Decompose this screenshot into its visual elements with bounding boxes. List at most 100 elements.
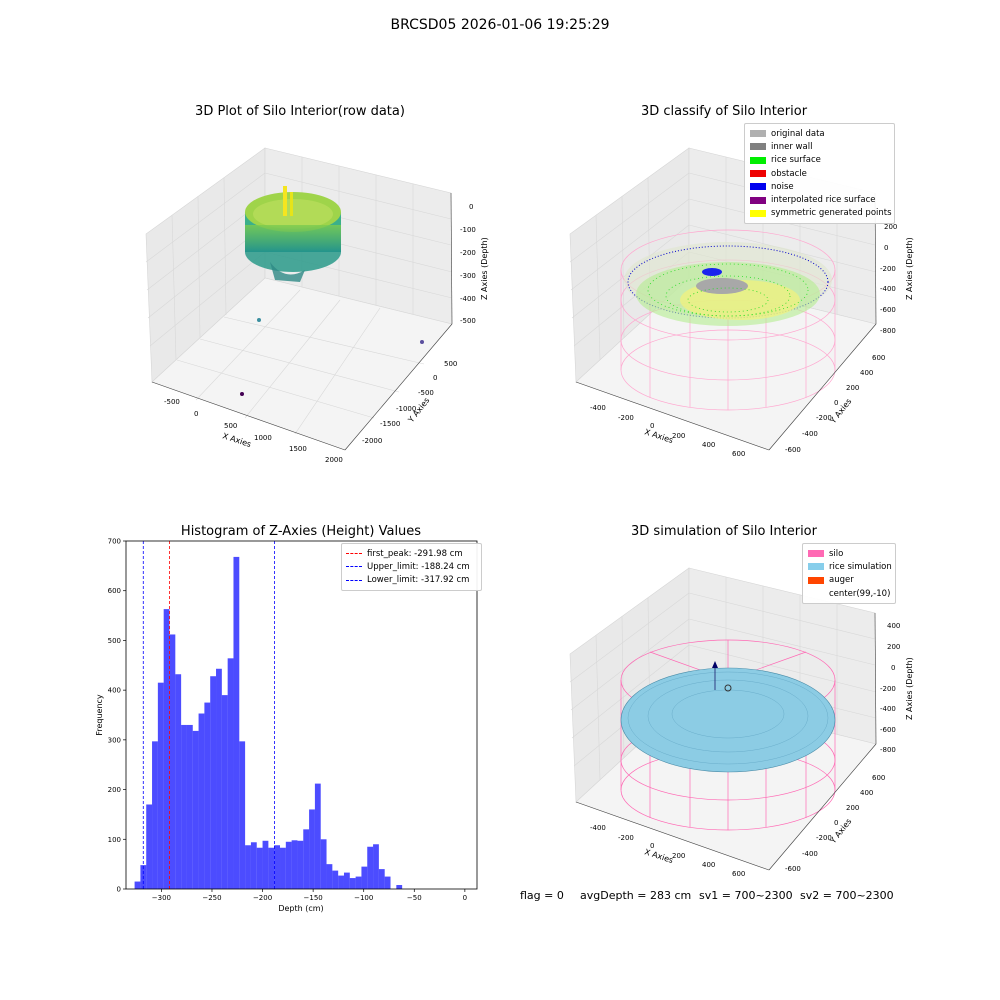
histogram-bar — [134, 881, 141, 889]
simulation-z-label: Z Axies (Depth) — [905, 657, 914, 720]
classify-ztick: 200 — [884, 223, 897, 231]
classify-z-label: Z Axies (Depth) — [905, 237, 914, 300]
raw-ytick: -1500 — [380, 420, 400, 428]
raw-xtick: -500 — [164, 398, 180, 406]
classify-ytick: 400 — [860, 369, 873, 377]
simulation-xtick: 200 — [672, 852, 685, 860]
histogram-bar — [146, 804, 153, 889]
histogram-x-label: Depth (cm) — [278, 904, 323, 913]
histogram-bar — [268, 847, 275, 889]
raw-xtick: 0 — [194, 410, 198, 418]
histogram-xtick-label: −200 — [253, 894, 272, 902]
simulation-xtick: -400 — [590, 824, 606, 832]
simulation-y-label: Y Axies — [828, 817, 854, 846]
histogram-bar — [250, 842, 257, 889]
classify-xtick: 200 — [672, 432, 685, 440]
histogram-bar — [349, 878, 356, 889]
simulation-ztick: -800 — [880, 746, 896, 754]
raw-ztick: 0 — [469, 203, 473, 211]
simulation-ytick: 0 — [834, 819, 838, 827]
classify-ytick: 200 — [846, 384, 859, 392]
raw-ztick: -200 — [460, 249, 476, 257]
legend-swatch — [808, 563, 824, 571]
legend-swatch — [750, 183, 766, 191]
legend-swatch — [750, 170, 766, 178]
histogram-bar — [210, 676, 217, 889]
classify-x-label: X Axies — [643, 427, 674, 445]
histogram-ytick-label: 700 — [108, 538, 121, 546]
histogram-bar — [297, 840, 304, 889]
histogram-bar — [186, 724, 193, 889]
raw-ztick: -500 — [460, 317, 476, 325]
histogram-bar — [326, 864, 333, 889]
histogram-bar — [163, 609, 170, 889]
simulation-ytick: 200 — [846, 804, 859, 812]
legend-label: symmetric generated points — [771, 208, 892, 219]
histogram-ytick-label: 600 — [108, 587, 121, 595]
legend-label: rice simulation — [829, 561, 892, 572]
raw-xtick: 1500 — [289, 445, 307, 453]
raw-ztick: -300 — [460, 272, 476, 280]
classify-ztick: -600 — [880, 306, 896, 314]
classify-xtick: 0 — [650, 422, 654, 430]
simulation-ztick: -400 — [880, 705, 896, 713]
legend-label: silo — [829, 548, 844, 559]
legend-label: inner wall — [771, 141, 813, 152]
raw-plot-title: 3D Plot of Silo Interior(row data) — [195, 104, 405, 119]
legend-swatch — [750, 156, 766, 164]
classify-ytick: 600 — [872, 354, 885, 362]
histogram-y-label: Frequency — [95, 694, 104, 736]
raw-xtick: 2000 — [325, 456, 343, 464]
raw-plot-3d[interactable]: -500 0 500 1000 1500 2000 500 0 -500 -10… — [130, 140, 490, 470]
legend-label: noise — [771, 181, 794, 192]
classify-ztick: -200 — [880, 265, 896, 273]
histogram-ytick-label: 200 — [108, 786, 121, 794]
classify-xtick: -400 — [590, 404, 606, 412]
histogram-bar — [384, 876, 391, 889]
status-sv2: sv2 = 700~2300 — [800, 889, 894, 902]
simulation-ytick: 600 — [872, 774, 885, 782]
simulation-ytick: -200 — [816, 834, 832, 842]
classify-y-label: Y Axies — [828, 397, 854, 426]
simulation-legend: silo rice simulation auger center(99,-10… — [802, 543, 896, 605]
simulation-ytick: -600 — [785, 865, 801, 873]
legend-label: obstacle — [771, 168, 807, 179]
simulation-ztick: 400 — [887, 622, 900, 630]
simulation-plot-title: 3D simulation of Silo Interior — [631, 524, 817, 539]
histogram-chart[interactable]: −300 −250 −200 −150 −100 −50 0 0 100 200 300 400 50… — [90, 535, 490, 920]
histogram-bar — [157, 682, 164, 889]
legend-swatch — [750, 209, 766, 217]
histogram-bar — [332, 870, 339, 889]
histogram-ytick-label: 300 — [108, 736, 121, 744]
legend-label: Upper_limit: -188.24 cm — [367, 561, 470, 572]
histogram-bar — [198, 713, 205, 889]
histogram-title: Histogram of Z-Axies (Height) Values — [180, 524, 422, 539]
legend-swatch — [750, 196, 766, 204]
legend-line — [346, 566, 362, 568]
histogram-bar — [227, 658, 234, 889]
histogram-ytick-label: 0 — [117, 886, 121, 894]
histogram-bar — [221, 695, 228, 889]
legend-label: original data — [771, 128, 825, 139]
simulation-xtick: 0 — [650, 842, 654, 850]
raw-x-label: X Axies — [221, 431, 252, 449]
histogram-bar — [320, 839, 327, 889]
histogram-xtick-label: −100 — [354, 894, 373, 902]
histogram-xtick-label: −150 — [304, 894, 323, 902]
legend-label: auger — [829, 575, 854, 586]
simulation-ztick: 200 — [887, 643, 900, 651]
histogram-bar — [169, 634, 176, 889]
raw-ztick: -400 — [460, 295, 476, 303]
histogram-bar — [175, 674, 182, 889]
simulation-plot-3d[interactable]: -400 -200 0 200 400 600 600 400 200 0 -2… — [560, 560, 920, 880]
histogram-bar — [239, 741, 246, 889]
classify-xtick: -200 — [618, 414, 634, 422]
raw-ytick: -500 — [418, 389, 434, 397]
histogram-bar — [192, 730, 199, 889]
histogram-bar — [367, 846, 374, 889]
histogram-bar — [274, 845, 281, 889]
histogram-bar — [373, 844, 379, 889]
histogram-bar — [280, 847, 286, 889]
raw-ytick: -2000 — [362, 437, 382, 445]
histogram-frame — [125, 540, 478, 890]
